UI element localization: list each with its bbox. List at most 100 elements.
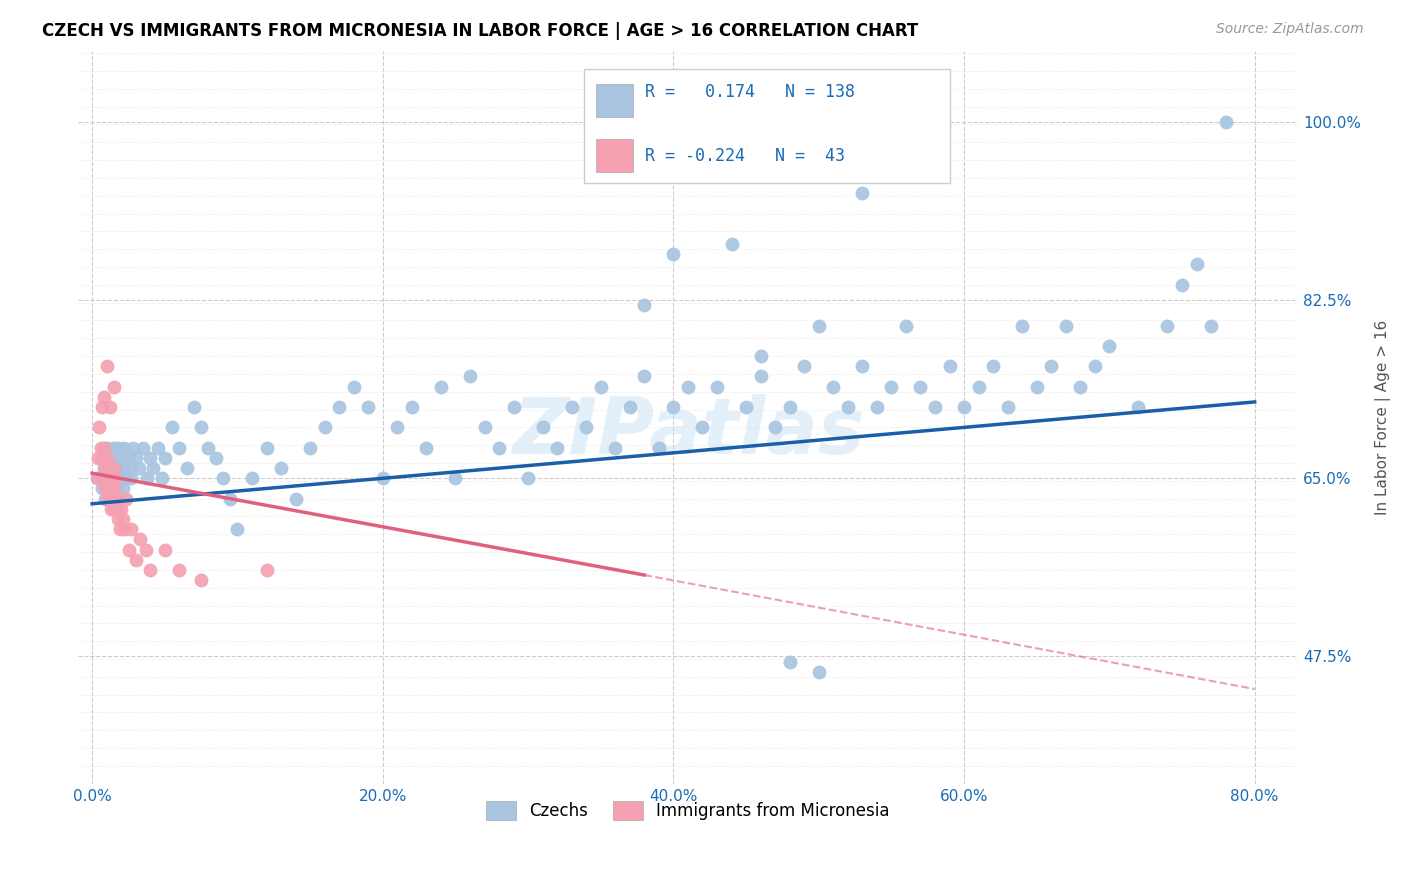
Point [851,359,873,374]
Point [1054,318,1077,333]
Point [823,379,845,393]
Point [96,471,118,485]
Point [197,441,219,455]
Point [176,461,198,475]
FancyBboxPatch shape [596,84,633,117]
Point [474,420,496,434]
Point [103,461,125,475]
Point [107,512,129,526]
Text: ZIPatlas: ZIPatlas [512,394,865,470]
Y-axis label: In Labor Force | Age > 16: In Labor Force | Age > 16 [1375,319,1391,515]
Point [91,482,114,496]
Point [103,441,125,455]
Point [103,461,125,475]
Point [1128,400,1150,414]
Point [107,441,129,455]
Point [120,522,142,536]
Point [1040,359,1063,374]
Point [169,441,191,455]
Point [132,441,155,455]
Point [981,359,1004,374]
Point [415,441,437,455]
Point [104,450,127,465]
Point [910,379,932,393]
Point [749,369,772,384]
Point [103,501,125,516]
Point [139,563,162,577]
Legend: Czechs, Immigrants from Micronesia: Czechs, Immigrants from Micronesia [479,794,897,827]
Text: Source: ZipAtlas.com: Source: ZipAtlas.com [1216,22,1364,37]
Point [575,420,598,434]
Point [104,491,127,506]
Point [546,441,568,455]
Point [142,461,165,475]
Point [851,186,873,201]
Point [93,461,115,475]
Point [807,665,830,679]
Point [135,542,157,557]
Point [105,461,128,475]
Point [111,482,134,496]
Point [169,563,191,577]
Point [136,471,159,485]
Point [837,400,859,414]
FancyBboxPatch shape [596,138,633,171]
Point [240,471,263,485]
Point [93,390,115,404]
Point [146,441,169,455]
Point [1069,379,1091,393]
Point [633,369,655,384]
Point [98,491,121,506]
Point [100,482,122,496]
Point [894,318,917,333]
Point [212,471,235,485]
Point [924,400,946,414]
Point [108,491,131,506]
Point [98,400,121,414]
Point [125,450,148,465]
Point [190,420,212,434]
Point [94,491,117,506]
Point [444,471,467,485]
Point [1098,339,1121,353]
Point [101,471,124,485]
Point [98,491,121,506]
Point [100,471,122,485]
Point [104,471,127,485]
Point [779,400,801,414]
Point [1156,318,1178,333]
Point [104,471,127,485]
Point [96,491,118,506]
Point [284,491,307,506]
Point [328,400,350,414]
Point [112,441,135,455]
Point [139,450,162,465]
FancyBboxPatch shape [585,69,950,183]
Point [1084,359,1107,374]
Point [96,471,118,485]
Point [517,471,540,485]
Point [128,461,150,475]
Point [735,400,758,414]
Point [105,482,128,496]
Point [87,450,110,465]
Point [153,542,176,557]
Point [589,379,612,393]
Point [967,379,990,393]
Point [219,491,242,506]
Point [96,359,118,374]
Point [112,522,135,536]
Point [103,491,125,506]
Point [117,450,139,465]
Point [371,471,394,485]
Point [153,450,176,465]
Point [763,420,786,434]
Point [226,522,249,536]
Point [270,461,292,475]
Point [105,501,128,516]
Point [110,501,132,516]
Point [953,400,976,414]
Point [662,247,685,261]
Point [96,441,118,455]
Point [89,471,111,485]
